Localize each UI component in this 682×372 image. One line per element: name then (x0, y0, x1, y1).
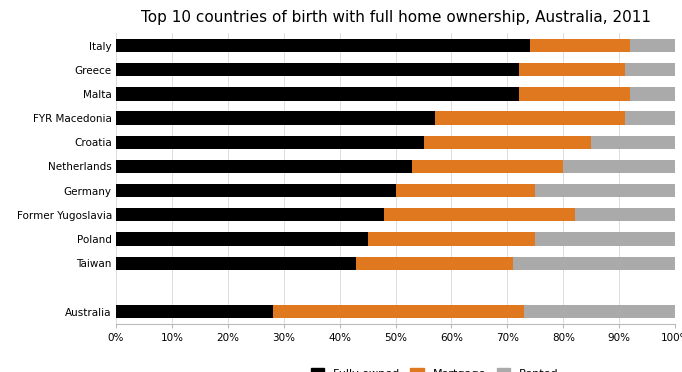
Bar (513, 257, 675, 270)
Bar (535, 184, 675, 197)
Bar (563, 160, 675, 173)
Bar (413, 160, 563, 173)
Bar (368, 232, 535, 246)
Bar (535, 232, 675, 246)
Bar (524, 305, 675, 318)
Bar (518, 63, 625, 76)
Bar (518, 87, 630, 100)
Bar (574, 208, 675, 221)
Bar (116, 305, 273, 318)
Legend: Fully owned, Mortgage, Rented: Fully owned, Mortgage, Rented (306, 364, 563, 372)
Bar (116, 232, 368, 246)
Bar (434, 112, 625, 125)
Bar (530, 39, 630, 52)
Bar (591, 136, 675, 149)
Bar (116, 184, 396, 197)
Bar (116, 136, 424, 149)
Bar (116, 160, 413, 173)
Title: Top 10 countries of birth with full home ownership, Australia, 2011: Top 10 countries of birth with full home… (140, 10, 651, 25)
Bar (396, 184, 535, 197)
Bar (357, 257, 513, 270)
Bar (630, 87, 675, 100)
Bar (273, 305, 524, 318)
Bar (385, 208, 574, 221)
Bar (630, 39, 675, 52)
Bar (116, 257, 357, 270)
Bar (625, 63, 675, 76)
Bar (116, 112, 434, 125)
Bar (424, 136, 591, 149)
Bar (116, 39, 530, 52)
Bar (625, 112, 675, 125)
Bar (116, 63, 518, 76)
Bar (116, 208, 385, 221)
Bar (116, 87, 518, 100)
